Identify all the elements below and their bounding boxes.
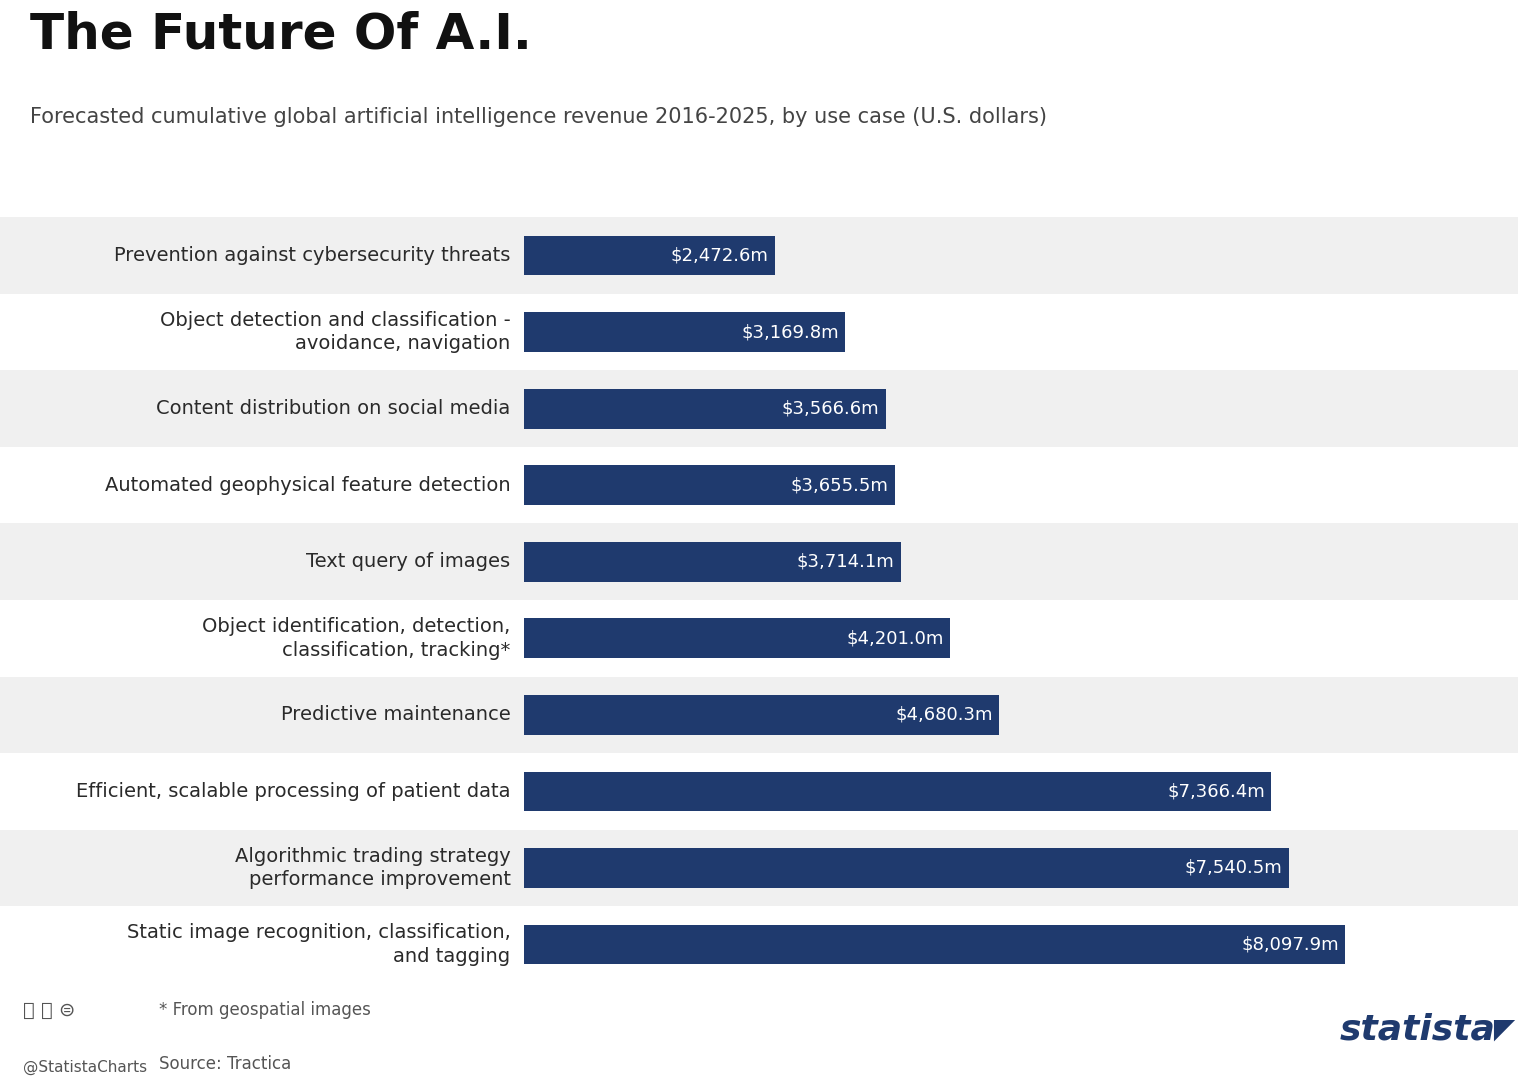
FancyBboxPatch shape [0,677,1518,754]
Bar [524,312,846,352]
Text: $4,201.0m: $4,201.0m [847,629,944,647]
Text: $2,472.6m: $2,472.6m [671,247,768,265]
FancyBboxPatch shape [0,754,1518,830]
Text: * From geospatial images: * From geospatial images [159,1001,372,1020]
Bar [524,389,885,429]
Text: $3,655.5m: $3,655.5m [791,476,888,494]
Text: Ⓒ Ⓘ ⊜: Ⓒ Ⓘ ⊜ [23,1001,76,1021]
Text: Static image recognition, classification,
and tagging: Static image recognition, classification… [128,923,510,965]
Text: Object detection and classification -
avoidance, navigation: Object detection and classification - av… [159,311,510,353]
Bar [524,236,774,276]
Text: $4,680.3m: $4,680.3m [896,706,993,724]
FancyBboxPatch shape [0,599,1518,677]
Text: $3,169.8m: $3,169.8m [742,323,839,341]
Text: Predictive maintenance: Predictive maintenance [281,706,510,724]
Text: Content distribution on social media: Content distribution on social media [156,400,510,418]
Text: Prevention against cybersecurity threats: Prevention against cybersecurity threats [114,247,510,265]
Text: $7,540.5m: $7,540.5m [1186,859,1283,877]
Text: $8,097.9m: $8,097.9m [1242,935,1339,954]
FancyBboxPatch shape [0,217,1518,293]
Bar [524,618,950,658]
Text: @StatistaCharts: @StatistaCharts [23,1060,147,1075]
Text: The Future Of A.I.: The Future Of A.I. [30,11,533,59]
Bar [524,848,1289,888]
FancyBboxPatch shape [0,906,1518,983]
FancyBboxPatch shape [0,370,1518,446]
Text: Forecasted cumulative global artificial intelligence revenue 2016-2025, by use c: Forecasted cumulative global artificial … [30,106,1047,127]
Bar [524,924,1345,964]
Text: Automated geophysical feature detection: Automated geophysical feature detection [105,476,510,494]
Text: ◤: ◤ [1485,1015,1515,1044]
FancyBboxPatch shape [0,446,1518,523]
Text: $3,714.1m: $3,714.1m [797,553,894,571]
Text: Text query of images: Text query of images [307,553,510,571]
FancyBboxPatch shape [0,293,1518,370]
Bar [524,542,900,582]
FancyBboxPatch shape [0,523,1518,599]
Text: Source: Tractica: Source: Tractica [159,1056,291,1073]
Bar [524,465,894,505]
Bar [524,695,999,735]
Text: $7,366.4m: $7,366.4m [1167,782,1264,800]
Text: statista: statista [1339,1012,1495,1046]
Text: Algorithmic trading strategy
performance improvement: Algorithmic trading strategy performance… [235,847,510,889]
Text: $3,566.6m: $3,566.6m [782,400,879,418]
Bar [524,771,1271,811]
Text: Efficient, scalable processing of patient data: Efficient, scalable processing of patien… [76,782,510,800]
Text: Object identification, detection,
classification, tracking*: Object identification, detection, classi… [202,617,510,659]
FancyBboxPatch shape [0,830,1518,906]
